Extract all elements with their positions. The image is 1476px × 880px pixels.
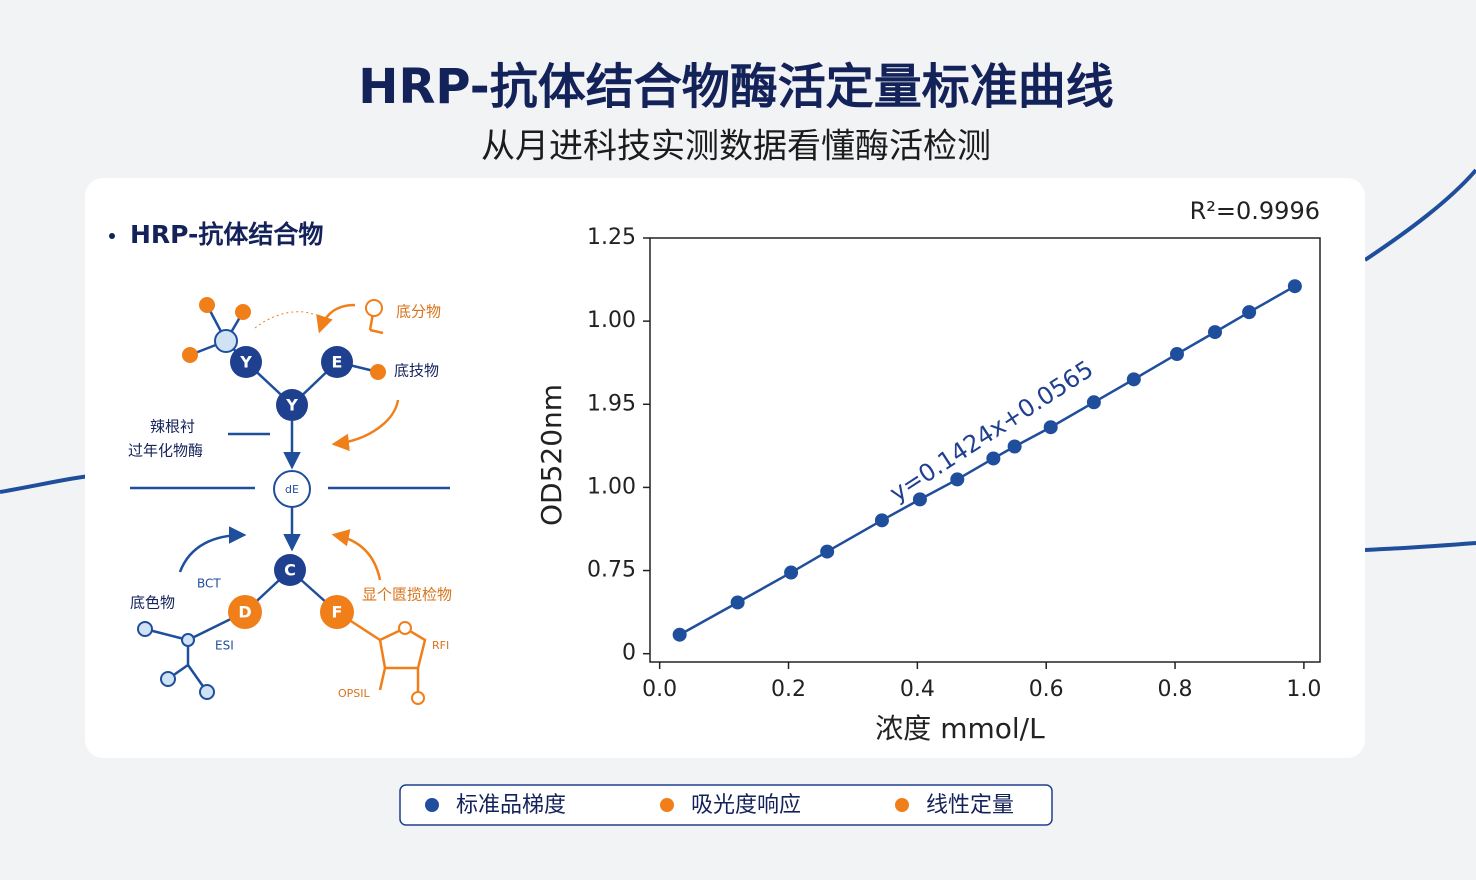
decor-curve xyxy=(0,474,91,494)
label: OPSIL xyxy=(338,687,371,700)
node-label: F xyxy=(332,603,343,622)
x-tick-label: 0.2 xyxy=(771,677,806,702)
data-point xyxy=(1242,305,1257,320)
data-point xyxy=(1007,439,1022,454)
data-point xyxy=(986,451,1001,466)
node xyxy=(321,346,353,378)
x-tick-label: 1.0 xyxy=(1286,677,1321,702)
atom xyxy=(398,621,412,635)
node xyxy=(320,595,354,629)
atom xyxy=(365,299,383,317)
node xyxy=(276,389,308,421)
legend xyxy=(399,784,1053,826)
legend-label: 吸光度响应 xyxy=(691,793,801,818)
legend-items: 标准品梯度 吸光度响应 线性定量 xyxy=(425,793,1014,818)
diagram-heading: HRP-抗体结合物 xyxy=(130,220,323,249)
data-point xyxy=(672,627,687,642)
series-line xyxy=(679,285,1296,636)
label: 底技物 xyxy=(394,362,439,380)
label: BCT xyxy=(197,577,221,591)
data-point xyxy=(784,565,799,580)
data-point xyxy=(1207,325,1222,340)
x-tick-label: 0.0 xyxy=(642,677,677,702)
node-label: C xyxy=(284,561,296,580)
data-point xyxy=(1169,347,1184,362)
atom xyxy=(214,329,238,353)
y-tick-label: 1.95 xyxy=(587,391,636,416)
atom xyxy=(181,633,195,647)
bullet xyxy=(109,233,115,239)
label: RFI xyxy=(432,639,449,652)
decor-curve xyxy=(1364,541,1476,552)
y-tick-label: 0.75 xyxy=(587,558,636,583)
x-axis-label: 浓度 mmol/L xyxy=(875,712,1045,745)
data-point xyxy=(1086,395,1101,410)
r-squared: R²=0.9996 xyxy=(1190,197,1320,225)
atom xyxy=(235,304,251,320)
node-label: Y xyxy=(239,353,252,372)
x-tick-label: 0.4 xyxy=(900,677,935,702)
node xyxy=(230,346,262,378)
node xyxy=(273,470,311,508)
atom xyxy=(199,684,215,700)
plot-frame xyxy=(649,237,1321,663)
node-label: Y xyxy=(285,396,298,415)
y-axis-label: OD520nm xyxy=(535,384,568,526)
title: HRP-抗体结合物酶活定量标准曲线 xyxy=(358,59,1113,115)
label: ESI xyxy=(215,639,234,653)
y-tick-label: 1.25 xyxy=(587,225,636,250)
atom xyxy=(199,297,215,313)
y-tick-label: 1.00 xyxy=(587,308,636,333)
data-point xyxy=(1043,420,1058,435)
legend-label: 线性定量 xyxy=(926,793,1014,818)
node xyxy=(228,595,262,629)
label: 过年化物酶 xyxy=(128,442,203,460)
atom xyxy=(137,621,153,637)
atom xyxy=(182,347,198,363)
label: 显个匮揽检物 xyxy=(362,586,452,604)
y-tick-label: 1.00 xyxy=(587,474,636,499)
atom xyxy=(160,671,176,687)
label: 辣根衬 xyxy=(150,418,195,436)
data-point xyxy=(730,595,745,610)
x-tick-label: 0.8 xyxy=(1158,677,1193,702)
diagram: HRP-抗体结合物 xyxy=(109,220,452,705)
data-point xyxy=(874,513,889,528)
card xyxy=(85,178,1365,758)
y-tick-label: 0 xyxy=(622,641,636,666)
data-point xyxy=(820,544,835,559)
atom xyxy=(411,691,425,705)
legend-swatch xyxy=(425,798,439,812)
node xyxy=(274,554,306,586)
label: 底分物 xyxy=(396,303,441,321)
data-point xyxy=(950,472,965,487)
atom xyxy=(370,364,386,380)
decor-curve xyxy=(1363,168,1476,262)
node-label: E xyxy=(332,353,343,372)
subtitle: 从月进科技实测数据看懂酶活检测 xyxy=(481,127,991,167)
data-point xyxy=(912,492,927,507)
x-tick-label: 0.6 xyxy=(1029,677,1064,702)
legend-label: 标准品梯度 xyxy=(456,793,566,818)
label: 底色物 xyxy=(130,594,175,612)
node-label: D xyxy=(238,603,251,622)
node-label: dE xyxy=(285,483,299,496)
legend-swatch xyxy=(660,798,674,812)
data-point xyxy=(1126,372,1141,387)
legend-swatch xyxy=(895,798,909,812)
data-point xyxy=(1287,279,1302,294)
